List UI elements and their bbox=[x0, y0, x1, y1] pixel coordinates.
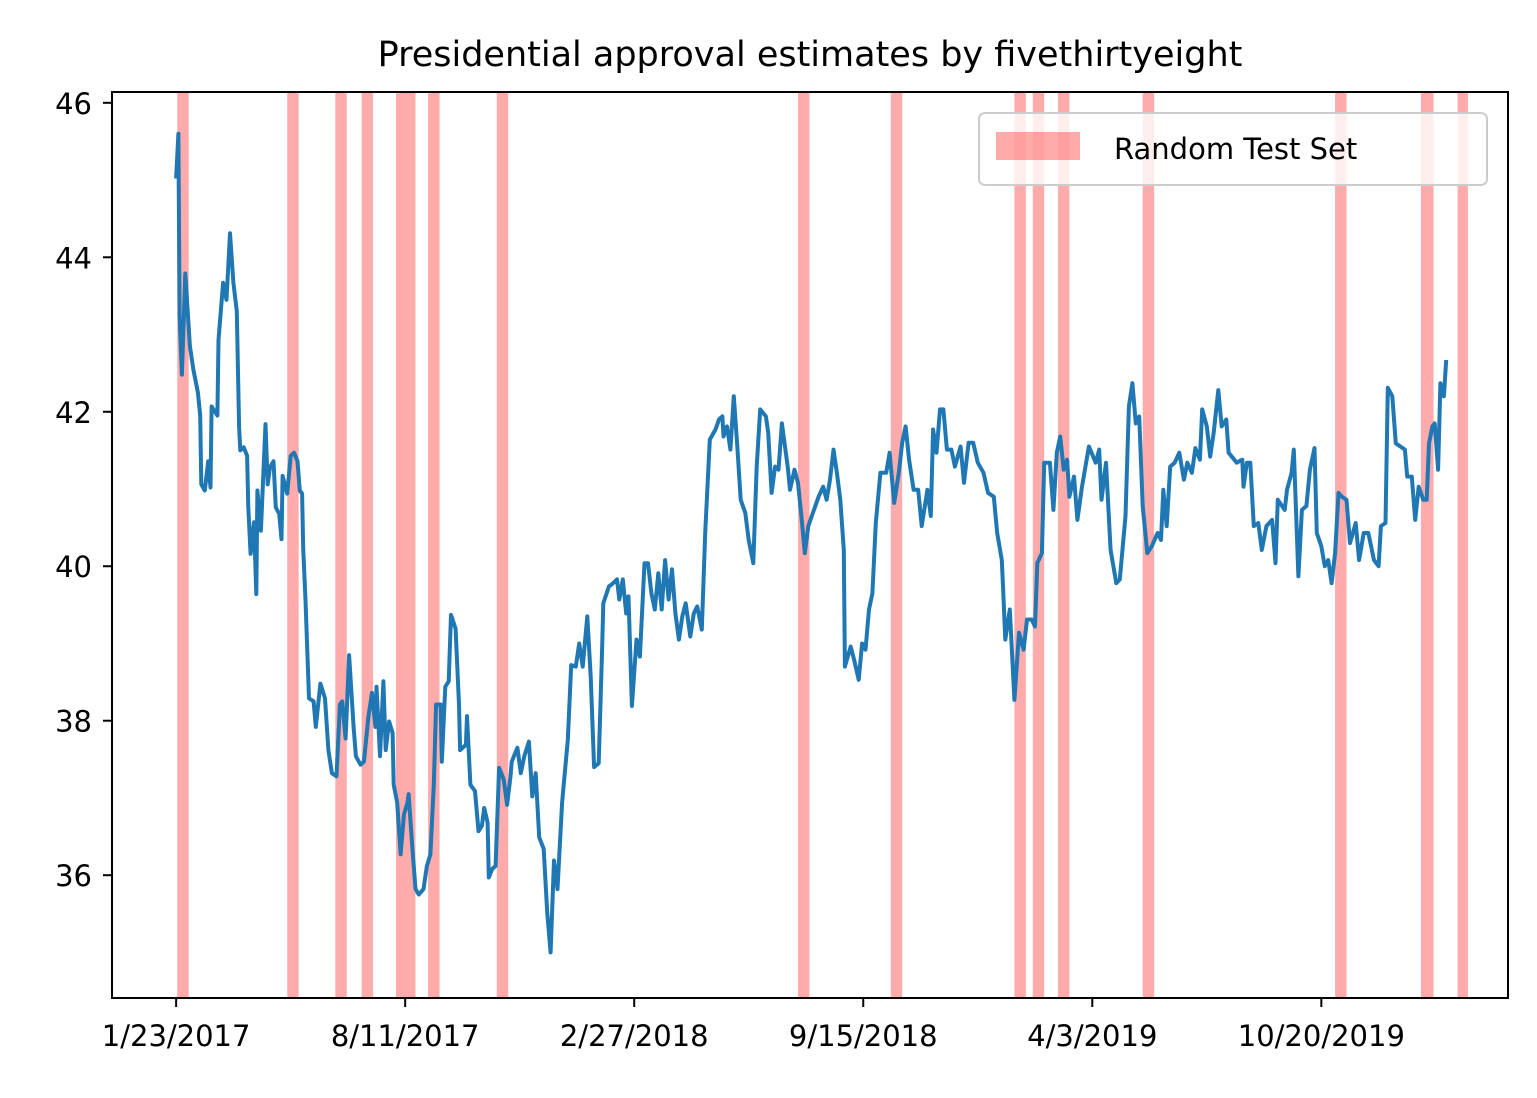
test-set-band bbox=[1032, 92, 1045, 998]
x-tick-label: 1/23/2017 bbox=[102, 1019, 251, 1053]
legend-patch-random-test-set bbox=[996, 132, 1080, 160]
series-layer bbox=[174, 131, 1449, 955]
x-tick-label: 9/15/2018 bbox=[789, 1019, 938, 1053]
y-tick-label: 40 bbox=[55, 550, 92, 584]
legend-label: Random Test Set bbox=[1114, 132, 1357, 166]
y-tick-label: 36 bbox=[55, 859, 92, 893]
approval-line bbox=[174, 131, 1449, 955]
x-tick-label: 10/20/2019 bbox=[1238, 1019, 1405, 1053]
x-tick-label: 2/27/2018 bbox=[560, 1019, 709, 1053]
test-set-band bbox=[1457, 92, 1468, 998]
legend-box bbox=[978, 112, 1488, 186]
chart-title: Presidential approval estimates by fivet… bbox=[378, 35, 1243, 75]
y-tick-label: 46 bbox=[55, 87, 92, 121]
plot-frame bbox=[111, 91, 1509, 999]
y-tick-label: 42 bbox=[55, 396, 92, 430]
y-tick-label: 44 bbox=[55, 241, 92, 275]
test-set-band bbox=[396, 92, 416, 998]
test-set-band bbox=[177, 92, 189, 998]
test-set-band bbox=[335, 92, 347, 998]
test-set-band bbox=[1057, 92, 1070, 998]
legend: Random Test Set bbox=[978, 112, 1488, 186]
test-set-band bbox=[1420, 92, 1434, 998]
test-set-band bbox=[496, 92, 509, 998]
x-tick-label: 4/3/2019 bbox=[1027, 1019, 1157, 1053]
x-tick-label: 8/11/2017 bbox=[331, 1019, 480, 1053]
x-axis: 1/23/2017 8/11/2017 2/27/2018 9/15/2018 4/3/… bbox=[102, 998, 1405, 1053]
test-set-band bbox=[1014, 92, 1026, 998]
test-set-band bbox=[890, 92, 903, 998]
test-set-band bbox=[1335, 92, 1347, 998]
y-tick-label: 38 bbox=[55, 705, 92, 739]
test-set-band bbox=[361, 92, 374, 998]
y-axis: 36 38 40 42 44 46 bbox=[55, 87, 112, 893]
test-set-band bbox=[287, 92, 299, 998]
test-set-band bbox=[428, 92, 440, 998]
